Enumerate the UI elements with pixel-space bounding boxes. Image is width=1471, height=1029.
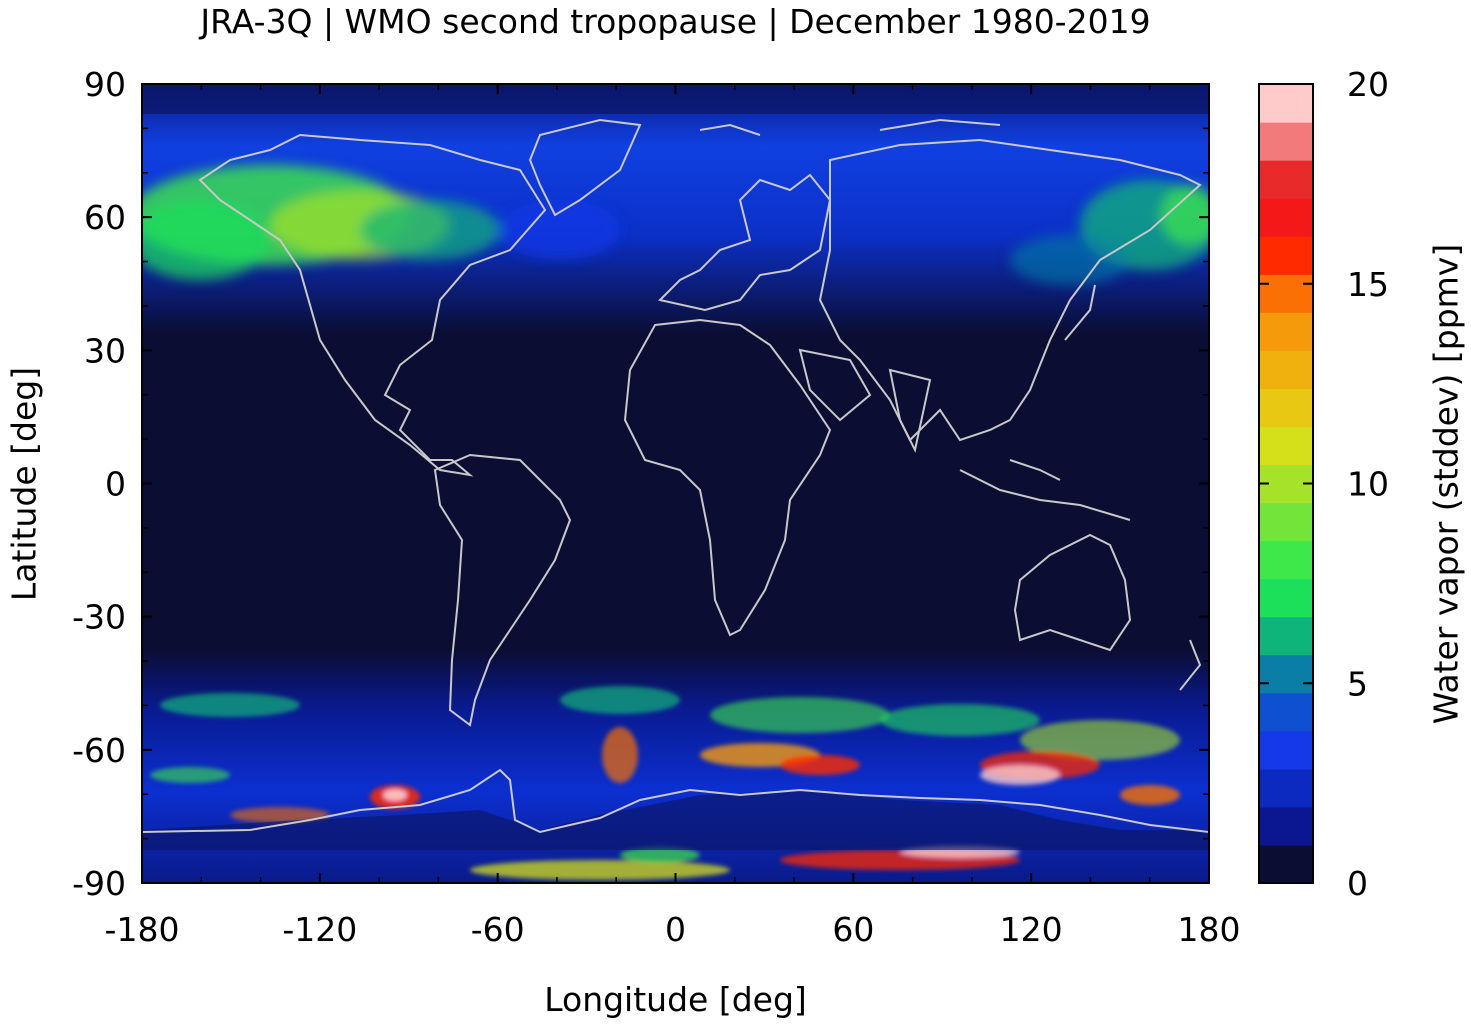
- colorbar-ticks: 20 15 10 5 0: [1259, 65, 1389, 903]
- colorbar-segment: [1259, 312, 1313, 351]
- colorbar-segment: [1259, 844, 1313, 884]
- y-axis-label: Latitude [deg]: [4, 366, 44, 602]
- y-tick-label: 90: [84, 65, 126, 104]
- x-tick-label: 120: [1000, 910, 1063, 949]
- colorbar-segment: [1259, 350, 1313, 389]
- colorbar-segment: [1259, 426, 1313, 466]
- y-tick-label: -90: [72, 864, 126, 903]
- x-tick-label: 180: [1178, 910, 1241, 949]
- colorbar-segment: [1259, 654, 1313, 694]
- colorbar-segment: [1259, 236, 1313, 275]
- x-tick-label: 60: [832, 910, 874, 949]
- y-tick-label: 60: [84, 198, 126, 237]
- x-axis: -180 -120 -60 0 60 120 180: [105, 84, 1241, 949]
- colorbar-segment: [1259, 388, 1313, 428]
- y-tick-label: 30: [84, 331, 126, 370]
- coastlines: [142, 118, 1209, 834]
- colorbar-segment: [1259, 692, 1313, 732]
- colorbar-tick-label: 10: [1347, 465, 1389, 504]
- colorbar-segment: [1259, 768, 1313, 808]
- x-axis-label: Longitude [deg]: [544, 980, 807, 1019]
- colorbar-segment: [1259, 806, 1313, 846]
- colorbar-tick-label: 15: [1347, 265, 1389, 304]
- y-axis: 90 60 30 0 -30 -60 -90: [72, 65, 1209, 903]
- x-tick-label: -180: [105, 910, 180, 949]
- colorbar-segment: [1259, 730, 1313, 770]
- colorbar-tick-label: 0: [1347, 864, 1368, 903]
- colorbar-tick-label: 5: [1347, 664, 1368, 703]
- x-tick-label: 0: [665, 910, 686, 949]
- x-tick-label: -60: [471, 910, 525, 949]
- sh-storm-patches: [150, 686, 1180, 880]
- colorbar-segment: [1259, 540, 1313, 580]
- colorbar-segment: [1259, 160, 1313, 199]
- y-tick-label: 0: [105, 465, 126, 504]
- colorbar-segment: [1259, 578, 1313, 618]
- colorbar-segment: [1259, 502, 1313, 542]
- colorbar-tick-label: 20: [1347, 65, 1389, 104]
- chart-title: JRA-3Q | WMO second tropopause | Decembe…: [200, 2, 1151, 41]
- colorbar-segment: [1259, 198, 1313, 237]
- x-tick-label: -120: [282, 910, 357, 949]
- colorbar-label: Water vapor (stddev) [ppmv]: [1426, 243, 1466, 725]
- y-tick-label: -60: [72, 731, 126, 770]
- colorbar-segment: [1259, 84, 1313, 123]
- y-tick-label: -30: [72, 598, 126, 637]
- colorbar-segment: [1259, 122, 1313, 161]
- colorbar: [1258, 83, 1314, 884]
- colorbar-segment: [1259, 616, 1313, 656]
- colorbar-segment: [1259, 274, 1313, 313]
